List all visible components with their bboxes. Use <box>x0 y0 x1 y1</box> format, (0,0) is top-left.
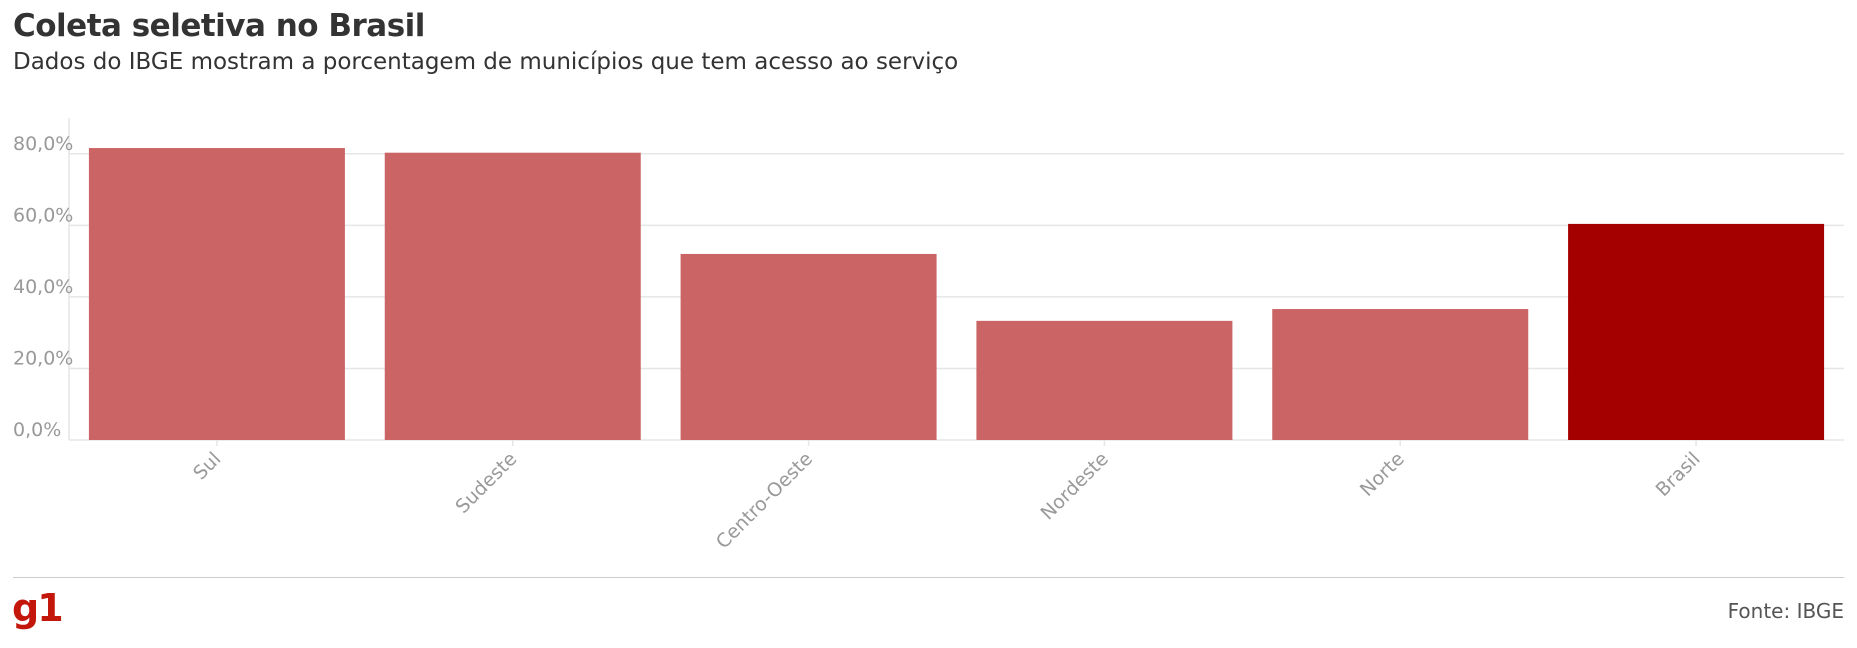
y-tick-label: 0,0% <box>13 419 61 441</box>
y-tick-label: 20,0% <box>13 347 73 369</box>
y-tick-label: 40,0% <box>13 276 73 298</box>
y-axis-ticks: 0,0% 20,0% 40,0% 60,0% 80,0% <box>13 133 73 441</box>
footer-divider <box>13 577 1844 578</box>
bar-sul <box>88 148 345 440</box>
y-tick-label: 80,0% <box>13 133 73 155</box>
x-tick-label: Sudeste <box>451 448 521 518</box>
source-note: Fonte: IBGE <box>1727 599 1844 623</box>
bar-chart: 0,0% 20,0% 40,0% 60,0% 80,0% Sul Sudeste Centr… <box>13 118 1844 553</box>
bar-centro-oeste <box>680 253 937 440</box>
bar-sudeste <box>384 152 641 440</box>
x-tick-label: Centro-Oeste <box>712 448 817 553</box>
bars <box>88 148 1825 440</box>
chart-title: Coleta seletiva no Brasil <box>13 8 425 44</box>
gridlines <box>68 118 1844 441</box>
bar-norte <box>1272 309 1529 440</box>
x-axis-ticks: Sul Sudeste Centro-Oeste Nordeste Norte Brasi… <box>189 440 1705 553</box>
chart-subtitle: Dados do IBGE mostram a porcentagem de m… <box>13 49 959 75</box>
x-tick-label: Sul <box>189 448 225 484</box>
x-tick-label: Brasil <box>1652 448 1705 501</box>
x-tick-label: Nordeste <box>1037 448 1113 524</box>
bar-nordeste <box>976 320 1233 440</box>
y-tick-label: 60,0% <box>13 204 73 226</box>
g1-logo: g1 <box>12 586 64 630</box>
x-tick-label: Norte <box>1356 448 1409 501</box>
bar-brasil <box>1568 223 1825 440</box>
